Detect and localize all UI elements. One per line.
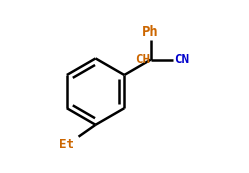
- Text: Et: Et: [59, 138, 74, 151]
- Text: Ph: Ph: [142, 25, 159, 39]
- Text: CH: CH: [135, 53, 150, 66]
- Text: CN: CN: [174, 53, 189, 66]
